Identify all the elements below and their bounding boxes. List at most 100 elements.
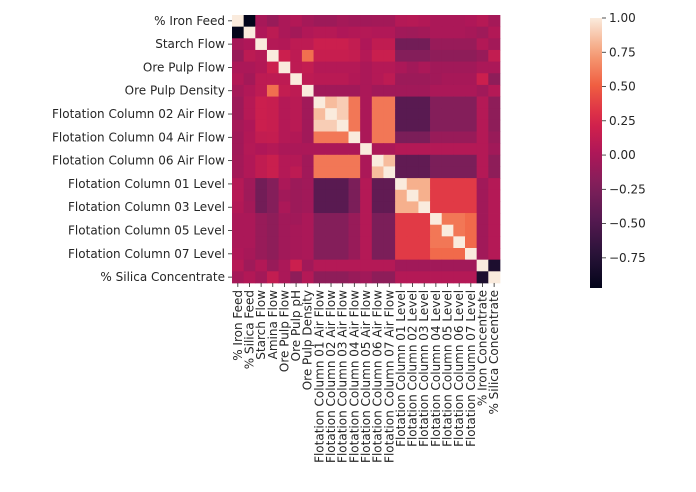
heatmap-cell <box>301 213 314 226</box>
heatmap-cell <box>325 201 338 214</box>
heatmap-cell <box>232 84 245 97</box>
heatmap-cell <box>232 201 245 214</box>
heatmap-cell <box>278 96 291 109</box>
heatmap-cell <box>383 73 396 86</box>
heatmap-cell <box>255 15 268 28</box>
heatmap-cell <box>313 189 326 202</box>
heatmap-cell <box>243 143 256 156</box>
heatmap-cell <box>453 84 466 97</box>
heatmap-cell <box>278 38 291 51</box>
heatmap-cell <box>278 248 291 261</box>
heatmap-cell <box>255 73 268 86</box>
x-tick-label: Ore Pulp pH <box>289 290 303 361</box>
heatmap-cell <box>488 189 501 202</box>
heatmap-cell <box>476 15 489 28</box>
heatmap-cell <box>232 271 245 284</box>
heatmap-cell <box>243 236 256 249</box>
heatmap-cell <box>290 201 303 214</box>
heatmap-cell <box>232 236 245 249</box>
heatmap-cell <box>453 119 466 132</box>
heatmap-cell <box>465 49 478 62</box>
heatmap-cell <box>395 189 408 202</box>
heatmap-cell <box>383 166 396 179</box>
heatmap-cell <box>325 15 338 28</box>
heatmap-cell <box>430 73 443 86</box>
heatmap-cell <box>336 143 349 156</box>
heatmap-cell <box>488 201 501 214</box>
heatmap-cell <box>406 154 419 167</box>
heatmap-cell <box>243 259 256 272</box>
heatmap-cell <box>325 259 338 272</box>
heatmap-cell <box>243 166 256 179</box>
x-tick-label: Flotation Column 03 Air Flow <box>336 290 350 463</box>
heatmap-cell <box>255 248 268 261</box>
heatmap-cell <box>348 108 361 121</box>
heatmap-cell <box>465 201 478 214</box>
heatmap-cell <box>243 96 256 109</box>
heatmap-cell <box>243 61 256 74</box>
heatmap-cell <box>441 259 454 272</box>
heatmap-cell <box>266 213 279 226</box>
heatmap-cell <box>313 166 326 179</box>
heatmap-cell <box>488 119 501 132</box>
heatmap-cell <box>418 119 431 132</box>
heatmap-cell <box>325 131 338 144</box>
heatmap-cell <box>418 189 431 202</box>
heatmap-cell <box>476 259 489 272</box>
heatmap-cell <box>465 236 478 249</box>
heatmap-cell <box>465 248 478 261</box>
heatmap-cell <box>441 224 454 237</box>
heatmap-cell <box>395 61 408 74</box>
x-tick-label: Flotation Column 07 Level <box>464 290 478 447</box>
heatmap-cell <box>301 26 314 39</box>
heatmap-cell <box>348 224 361 237</box>
heatmap-cell <box>488 213 501 226</box>
heatmap-cell <box>243 271 256 284</box>
heatmap-cell <box>313 236 326 249</box>
heatmap-cell <box>383 201 396 214</box>
heatmap-cell <box>406 49 419 62</box>
x-tick-label: % Iron Feed <box>231 290 245 361</box>
heatmap-cell <box>395 248 408 261</box>
y-tick-label: Flotation Column 06 Air Flow <box>52 154 225 168</box>
heatmap-cell <box>395 178 408 191</box>
heatmap-cell <box>371 73 384 86</box>
heatmap-cell <box>290 189 303 202</box>
heatmap-cell <box>383 26 396 39</box>
heatmap-cell <box>383 84 396 97</box>
heatmap-cell <box>243 119 256 132</box>
heatmap-cell <box>441 271 454 284</box>
heatmap-cell <box>290 131 303 144</box>
heatmap-cell <box>243 189 256 202</box>
heatmap-cell <box>348 259 361 272</box>
heatmap-cell <box>278 189 291 202</box>
heatmap-cell <box>243 131 256 144</box>
heatmap-cell <box>395 154 408 167</box>
heatmap-cell <box>232 38 245 51</box>
colorbar-tick-label: 0.25 <box>609 114 636 128</box>
heatmap-cell <box>371 248 384 261</box>
y-tick-label: Flotation Column 05 Level <box>68 224 225 238</box>
heatmap-cell <box>278 201 291 214</box>
heatmap-cell <box>371 15 384 28</box>
heatmap-cell <box>348 213 361 226</box>
heatmap-cell <box>441 26 454 39</box>
heatmap-cell <box>395 108 408 121</box>
heatmap-cell <box>336 178 349 191</box>
heatmap-cell <box>255 26 268 39</box>
heatmap-cell <box>360 154 373 167</box>
heatmap-cell <box>418 259 431 272</box>
heatmap-cell <box>266 189 279 202</box>
heatmap-cell <box>465 15 478 28</box>
heatmap-cell <box>336 73 349 86</box>
heatmap-cell <box>313 178 326 191</box>
heatmap-cell <box>371 271 384 284</box>
heatmap-cell <box>255 189 268 202</box>
heatmap-cell <box>430 178 443 191</box>
heatmap-cell <box>301 271 314 284</box>
heatmap-cell <box>383 131 396 144</box>
heatmap-cell <box>266 84 279 97</box>
heatmap-cell <box>441 201 454 214</box>
x-tick-label: Flotation Column 04 Level <box>429 290 443 447</box>
